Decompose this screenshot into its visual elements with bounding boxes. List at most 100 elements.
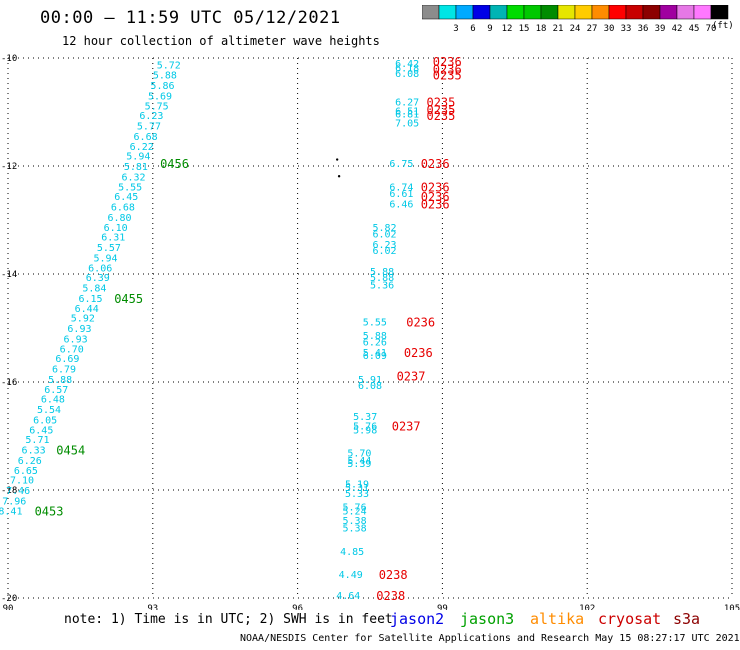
legend-bin-label: 9 bbox=[487, 24, 492, 34]
wave-height-label: 6.74 bbox=[389, 183, 413, 194]
wave-height-label: 6.93 bbox=[64, 334, 88, 345]
wave-height-label: 6.05 bbox=[33, 415, 57, 426]
x-tick-label: 105 bbox=[724, 604, 740, 610]
pass-time-label: 0236 bbox=[404, 346, 433, 360]
wave-height-label: 6.15 bbox=[79, 294, 103, 305]
wave-height-label: 5.82 bbox=[372, 223, 396, 234]
wave-height-label: 7.46 bbox=[6, 486, 30, 497]
wave-height-label: 5.76 bbox=[343, 503, 367, 514]
wave-height-label: 5.88 bbox=[370, 267, 394, 278]
wave-height-label: 8.41 bbox=[0, 507, 22, 518]
wave-height-label: 5.24 bbox=[343, 507, 367, 518]
wave-height-label: 5.98 bbox=[353, 426, 377, 437]
wave-height-label: 5.88 bbox=[153, 71, 177, 82]
pass-time-label: 0235 bbox=[433, 69, 462, 83]
wave-height-label: 7.10 bbox=[10, 476, 34, 487]
wave-height-label: 6.45 bbox=[29, 426, 53, 437]
pass-time-label: 0235 bbox=[426, 103, 455, 117]
wave-height-label: 5.94 bbox=[93, 253, 117, 264]
wave-height-label: 6.80 bbox=[107, 213, 131, 224]
legend-bin-label: 12 bbox=[502, 24, 513, 34]
wave-height-label: 6.68 bbox=[134, 132, 158, 143]
wave-height-label: 6.22 bbox=[130, 142, 154, 153]
pass-time-label: 0235 bbox=[426, 109, 455, 123]
wave-height-label: 5.33 bbox=[345, 489, 369, 500]
wave-height-label: 5.88 bbox=[363, 331, 387, 342]
legend-bin-label: 24 bbox=[570, 24, 581, 34]
pass-time-label: 0236 bbox=[406, 316, 435, 330]
mission-jason3: jason3 bbox=[460, 610, 515, 628]
wave-height-label: 5.55 bbox=[363, 318, 387, 329]
y-tick-label: -16 bbox=[1, 378, 17, 388]
wave-height-label: 5.39 bbox=[347, 459, 371, 470]
wave-height-label: 6.45 bbox=[114, 192, 138, 203]
legend-bin-label: 70 bbox=[706, 24, 717, 34]
wave-height-label: 5.86 bbox=[150, 81, 174, 92]
wave-height-label: 6.42 bbox=[395, 59, 419, 70]
wave-height-label: 5.77 bbox=[137, 122, 161, 133]
pass-time-label: 0238 bbox=[376, 589, 405, 603]
mission-s3a: s3a bbox=[673, 610, 701, 628]
pass-time-label: 0238 bbox=[379, 568, 408, 582]
wave-height-label: 5.38 bbox=[343, 523, 367, 534]
wave-height-label: 5.81 bbox=[124, 162, 148, 173]
wave-height-label: 6.39 bbox=[86, 273, 110, 284]
wave-height-label: 6.27 bbox=[395, 98, 419, 109]
legend-bin-label: 18 bbox=[536, 24, 547, 34]
legend-color-box bbox=[710, 5, 729, 20]
wave-height-label: 6.33 bbox=[22, 446, 46, 457]
wave-height-label: 5.55 bbox=[118, 183, 142, 194]
legend-bin-label: 3 bbox=[453, 24, 458, 34]
color-scale-legend: 3 6 9 12 15 18 21 24 27 30 33 36 39 42 45 70 bbox=[422, 5, 729, 34]
pass-time-label: 0236 bbox=[421, 197, 450, 211]
pass-time-label: 0235 bbox=[426, 96, 455, 110]
pass-time-label: 0236 bbox=[433, 62, 462, 76]
wave-height-label: 5.88 bbox=[370, 273, 394, 284]
wave-height-chart: 90 93 96 99 102 105-10-12-14-16-18-205.725.88… bbox=[0, 54, 740, 610]
wave-height-label: 6.02 bbox=[372, 230, 396, 241]
wave-height-label: 6.68 bbox=[111, 203, 135, 214]
legend-bin-label: 36 bbox=[638, 24, 649, 34]
wave-height-label: 6.46 bbox=[389, 199, 413, 210]
legend-bin-label: 27 bbox=[587, 24, 598, 34]
pass-time-label: 0236 bbox=[433, 55, 462, 69]
legend-unit-label: (ft) bbox=[712, 21, 734, 31]
wave-height-label: 7.05 bbox=[395, 118, 419, 129]
pass-time-label: 0236 bbox=[421, 157, 450, 171]
wave-height-label: 6.44 bbox=[75, 304, 99, 315]
wave-height-label: 4.85 bbox=[340, 547, 364, 558]
wave-height-label: 6.23 bbox=[372, 240, 396, 251]
mission-cryosat: cryosat bbox=[598, 610, 662, 628]
y-tick-label: -12 bbox=[1, 162, 17, 172]
wave-height-label: 6.81 bbox=[395, 110, 419, 121]
legend-bin-label: 42 bbox=[672, 24, 683, 34]
wave-height-label: 6.10 bbox=[104, 223, 128, 234]
land-mark bbox=[335, 158, 339, 161]
wave-height-label: 6.61 bbox=[389, 189, 413, 200]
legend-bin-label: 21 bbox=[553, 24, 564, 34]
legend-bin-label: 45 bbox=[689, 24, 700, 34]
legend-bin-label: 33 bbox=[621, 24, 632, 34]
pass-time-label: 0455 bbox=[114, 292, 143, 306]
pass-time-label: 0456 bbox=[160, 157, 189, 171]
wave-height-label: 5.91 bbox=[358, 375, 382, 386]
wave-height-label: 6.08 bbox=[395, 69, 419, 80]
wave-height-label: 6.09 bbox=[363, 351, 387, 362]
wave-height-label: 4.64 bbox=[336, 591, 360, 602]
wave-height-label: 5.70 bbox=[347, 449, 371, 460]
land-mark bbox=[337, 175, 341, 178]
wave-height-label: 7.96 bbox=[2, 496, 26, 507]
wave-height-label: 6.65 bbox=[14, 466, 38, 477]
x-tick-label: 93 bbox=[147, 604, 158, 610]
y-tick-label: -20 bbox=[1, 594, 17, 604]
y-tick-label: -14 bbox=[1, 270, 17, 280]
mission-jason2: jason2 bbox=[390, 610, 445, 628]
wave-height-label: 6.26 bbox=[363, 338, 387, 349]
wave-height-label: 6.31 bbox=[101, 233, 125, 244]
legend-bin-label: 39 bbox=[655, 24, 666, 34]
y-tick-label: -18 bbox=[1, 486, 17, 496]
wave-height-label: 5.84 bbox=[82, 284, 106, 295]
wave-height-label: 6.57 bbox=[44, 385, 68, 396]
wave-height-label: 5.54 bbox=[37, 405, 61, 416]
pass-time-label: 0453 bbox=[35, 505, 64, 519]
